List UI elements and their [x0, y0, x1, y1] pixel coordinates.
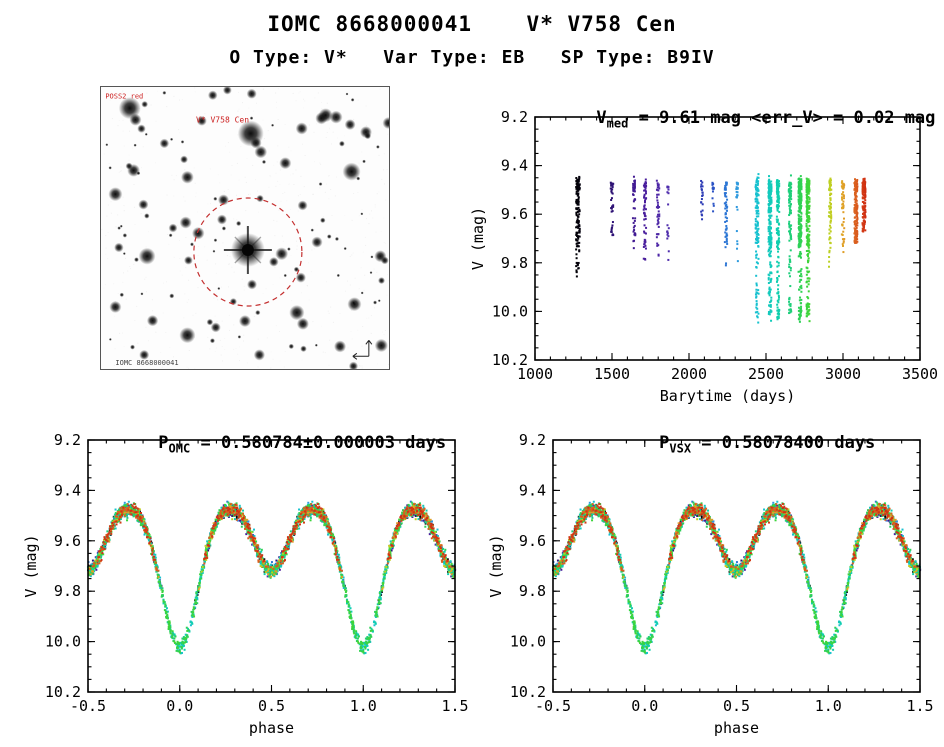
figure-title: IOMC 8668000041 V* V758 Cen — [267, 12, 677, 36]
phase-omc-plot-canvas — [8, 406, 470, 741]
star-field-image — [100, 86, 390, 370]
figure-subtitle: O Type: V* Var Type: EB SP Type: B9IV — [229, 47, 715, 68]
barytime-plot-canvas — [455, 84, 940, 414]
phase-vsx-plot-canvas — [473, 406, 940, 741]
